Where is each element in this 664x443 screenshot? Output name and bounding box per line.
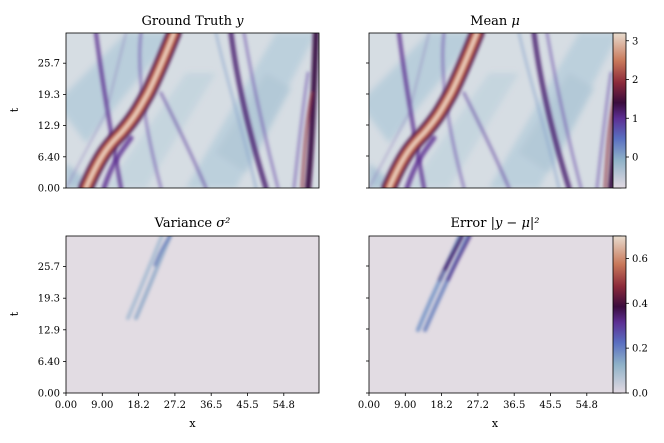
- x-tick-label: 18.2: [430, 400, 452, 411]
- y-tick-label: 19.3: [38, 90, 60, 101]
- x-tick-label: 9.00: [394, 400, 416, 411]
- panel-error: Error |y − μ|² 0.00 9.00 18.2 27.2 36.5 45.5 5…: [358, 216, 622, 430]
- x-tick-label: 27.2: [467, 400, 489, 411]
- colorbar-tick-label: 0.2: [632, 344, 648, 355]
- axes-frame: [65, 32, 320, 189]
- y-tick-label: 25.7: [38, 262, 60, 273]
- panel-title: Mean μ: [470, 14, 520, 29]
- y-tick-label: 12.9: [38, 325, 60, 336]
- y-tick-label: 25.7: [38, 59, 60, 70]
- x-tick-label: 54.8: [576, 400, 598, 411]
- colorbar-tick-label: 3: [632, 36, 638, 47]
- heatmap-image: [359, 33, 622, 188]
- y-axis-label: t: [8, 107, 21, 112]
- panel-title: Error |y − μ|²: [450, 216, 539, 231]
- y-tick-label: 0.00: [38, 184, 60, 195]
- colorbar-tick-label: 0: [632, 153, 638, 164]
- colorbar-tick-label: 0.4: [632, 299, 648, 310]
- heatmap-image: [369, 236, 621, 393]
- panel-title: Ground Truth y: [142, 14, 245, 29]
- x-tick-label: 9.00: [91, 400, 113, 411]
- x-tick-label: 36.5: [503, 400, 525, 411]
- y-tick-label: 6.40: [38, 357, 60, 368]
- x-axis-label: x: [189, 417, 196, 430]
- x-axis-label: x: [492, 417, 499, 430]
- y-tick-label: 19.3: [38, 294, 60, 305]
- colorbar-tick-label: 1: [632, 114, 638, 125]
- y-tick-label: 12.9: [38, 121, 60, 132]
- colorbar-tick-label: 0.6: [632, 254, 648, 265]
- panel-title: Variance σ²: [154, 216, 231, 231]
- y-axis: 0.00 6.40 12.9 19.3 25.7: [38, 59, 66, 195]
- y-axis-label: t: [8, 311, 21, 316]
- axes-frame: [65, 235, 320, 394]
- y-tick-label: 6.40: [38, 152, 60, 163]
- colorbar-tick-label: 2: [632, 75, 638, 86]
- x-tick-label: 45.5: [539, 400, 561, 411]
- x-tick-label: 18.2: [127, 400, 149, 411]
- panel-ground-truth: Ground Truth y 0.00 6.40 12.9 19.3 25.7 t: [8, 14, 320, 195]
- colorbar-tick-label: 0.0: [632, 389, 648, 400]
- y-axis: 0.00 6.40 12.9 19.3 25.7: [38, 262, 66, 400]
- heatmap-image: [66, 236, 319, 393]
- x-tick-label: 45.5: [236, 400, 258, 411]
- y-axis-ticks-unlabeled: [366, 62, 369, 189]
- heatmap-image: [56, 33, 319, 188]
- x-tick-label: 0.00: [55, 400, 77, 411]
- x-tick-label: 27.2: [164, 400, 186, 411]
- colorbar-bottom: 0.6 0.4 0.2 0.0: [612, 235, 648, 400]
- x-tick-label: 0.00: [358, 400, 380, 411]
- x-tick-label: 54.8: [273, 400, 295, 411]
- y-tick-label: 0.00: [38, 389, 60, 400]
- x-axis: 0.00 9.00 18.2 27.2 36.5 45.5 54.8: [358, 393, 598, 411]
- y-axis-ticks-unlabeled: [366, 265, 369, 394]
- x-axis: 0.00 9.00 18.2 27.2 36.5 45.5 54.8: [55, 393, 295, 411]
- colorbar-top: 3 2 1 0: [612, 32, 638, 189]
- panel-mean: Mean μ: [359, 14, 622, 189]
- x-tick-label: 36.5: [200, 400, 222, 411]
- panel-variance: Variance σ² 0.00 6.40 12.9 19.3 25.7 0.00 9.0…: [8, 216, 320, 430]
